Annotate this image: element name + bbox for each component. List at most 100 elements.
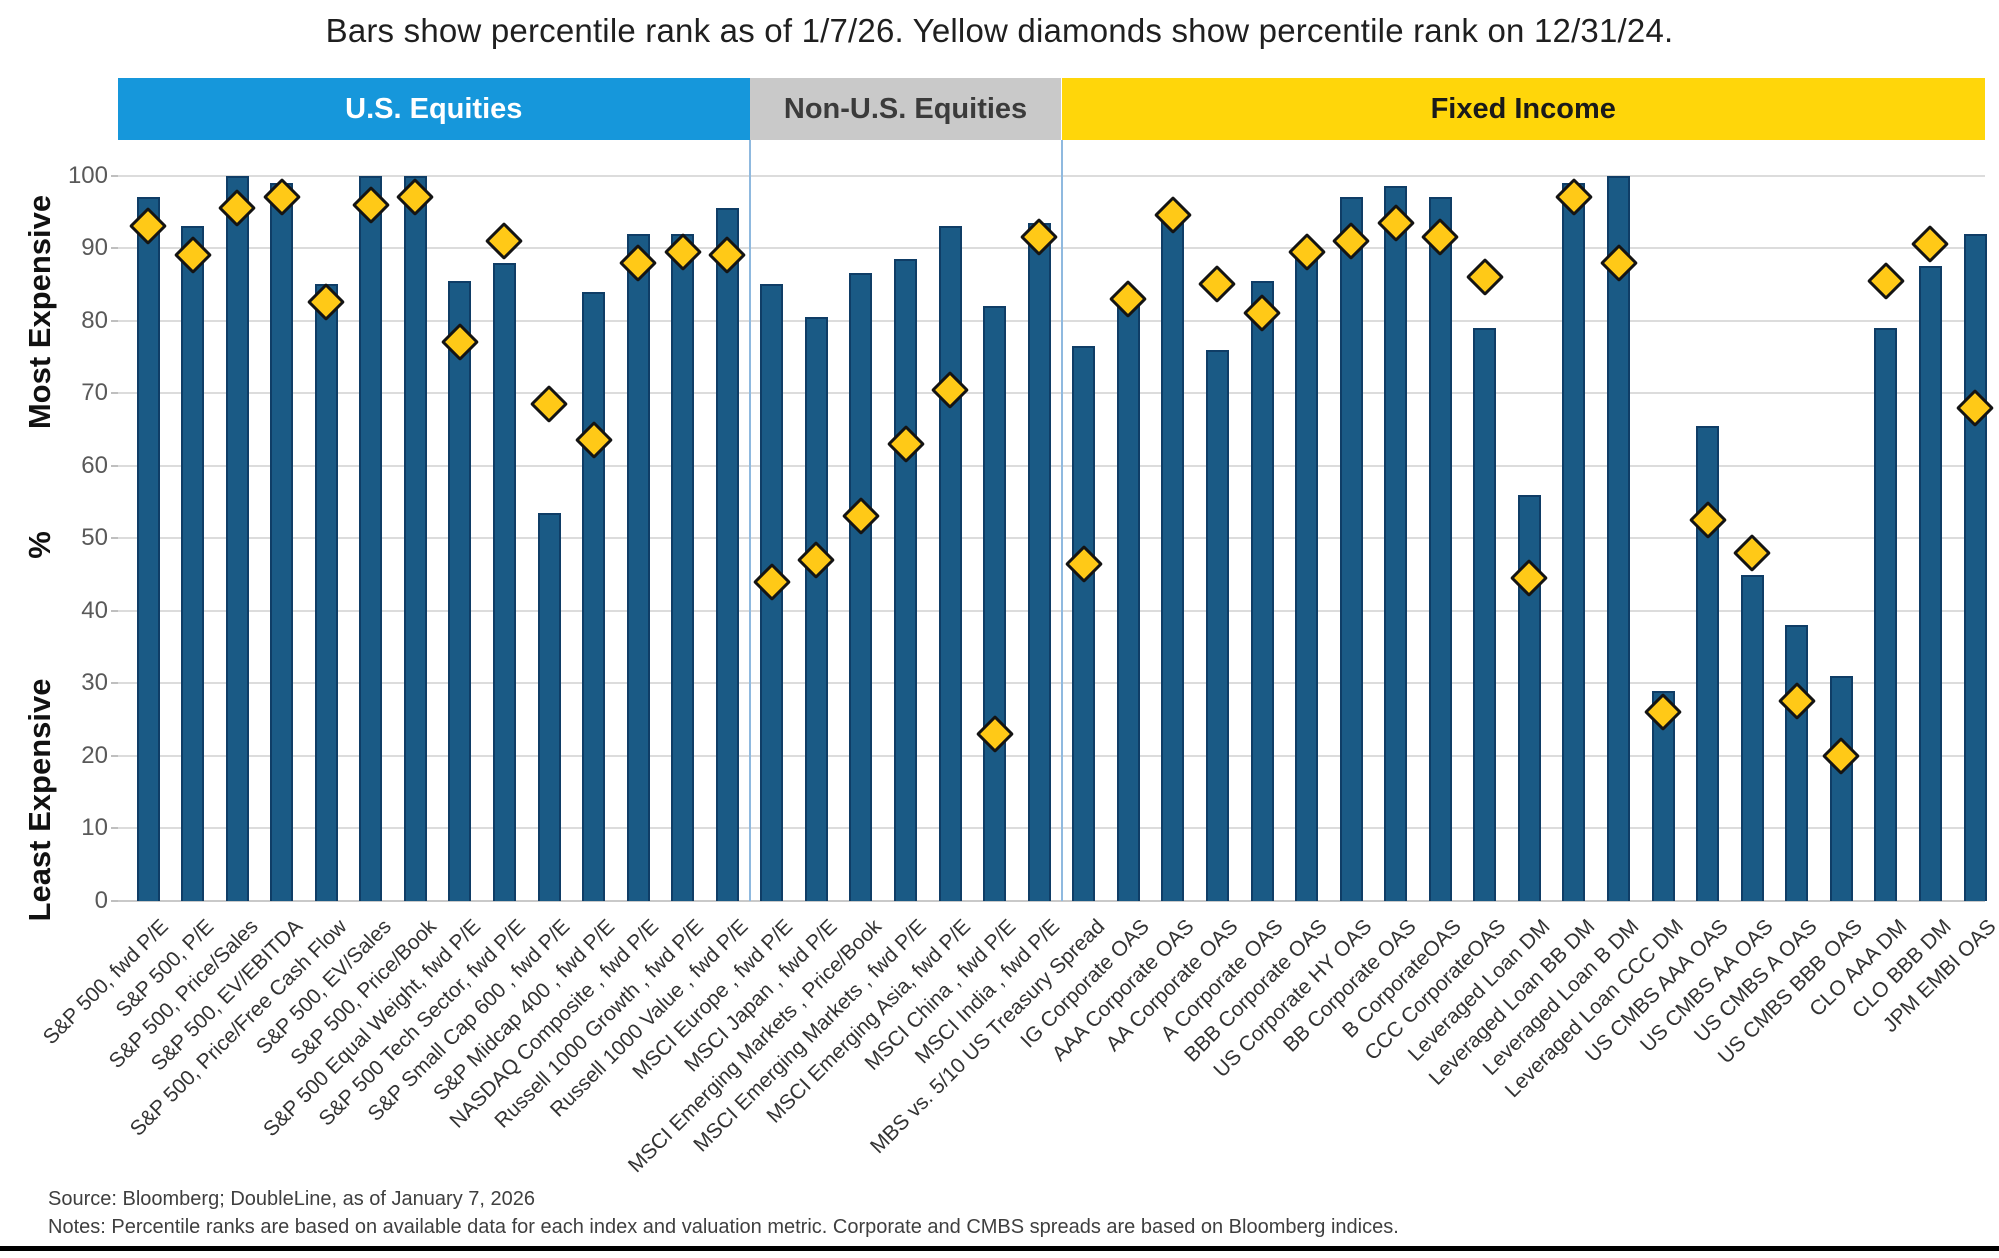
bar-s-p-midcap-400-fwd-p-e xyxy=(582,291,606,901)
bar-s-p-500-price-sales xyxy=(225,175,249,901)
bar-b-corporateoas xyxy=(1428,197,1452,901)
bar-clo-bbb-dm xyxy=(1918,266,1942,901)
diamond-s-p-500-tech-sector-fwd-p-e xyxy=(485,221,524,260)
diamond-clo-aaa-dm xyxy=(1866,261,1905,300)
bar-msci-japan-fwd-p-e xyxy=(804,316,828,901)
gridline-80 xyxy=(118,319,1985,322)
section-divider-1 xyxy=(748,140,751,901)
diamond-leveraged-loan-b-dm xyxy=(1599,243,1638,282)
diamond-clo-bbb-dm xyxy=(1911,225,1950,264)
diamond-s-p-500-ev-sales xyxy=(351,185,390,224)
gridline-100 xyxy=(118,174,1985,177)
y-tick-label-80: 80 xyxy=(81,306,108,334)
diamond-leveraged-loan-dm xyxy=(1510,559,1549,598)
diamond-ccc-corporateoas xyxy=(1465,257,1504,297)
bar-s-p-500-tech-sector-fwd-p-e xyxy=(492,262,516,901)
diamond-s-p-500-fwd-p-e xyxy=(128,207,168,246)
bar-ccc-corporateoas xyxy=(1473,327,1497,901)
diamond-mbs-vs-5-10-us-treasury-spread xyxy=(1064,544,1103,583)
bar-russell-1000-growth-fwd-p-e xyxy=(671,233,695,901)
chart-title: Bars show percentile rank as of 1/7/26. … xyxy=(325,12,1674,49)
bar-leveraged-loan-ccc-dm xyxy=(1651,690,1675,901)
gridline-10 xyxy=(118,827,1985,830)
diamond-msci-europe-fwd-p-e xyxy=(752,562,791,601)
bar-us-cmbs-aa-oas xyxy=(1740,574,1764,901)
bar-russell-1000-value-fwd-p-e xyxy=(715,208,739,901)
y-tick-label-50: 50 xyxy=(81,524,108,552)
y-tickmark-10 xyxy=(111,827,118,830)
section-header-u-s-equities: U.S. Equities xyxy=(118,78,750,140)
bar-us-corporate-hy-oas xyxy=(1339,197,1363,901)
bar-bbb-corporate-oas xyxy=(1295,258,1319,901)
bar-msci-emerging-markets-price-book xyxy=(849,273,873,901)
y-tick-label-40: 40 xyxy=(81,596,108,624)
gridline-40 xyxy=(118,609,1985,612)
bar-ig-corporate-oas xyxy=(1116,295,1140,901)
bar-us-cmbs-bbb-oas xyxy=(1829,676,1853,901)
diamond-aa-corporate-oas xyxy=(1198,265,1237,304)
diamond-msci-japan-fwd-p-e xyxy=(797,540,836,580)
diamond-us-cmbs-bbb-oas xyxy=(1822,736,1861,775)
diamond-leveraged-loan-ccc-dm xyxy=(1643,693,1683,732)
y-tickmark-50 xyxy=(111,537,118,540)
y-tick-label-30: 30 xyxy=(81,669,108,697)
diamond-s-p-500-price-sales xyxy=(218,189,257,228)
diamond-s-p-500-equal-weight-fwd-p-e xyxy=(440,323,480,362)
y-tick-label-60: 60 xyxy=(81,451,108,479)
bar-clo-aaa-dm xyxy=(1874,327,1898,901)
y-tick-label-10: 10 xyxy=(81,814,108,842)
gridline-30 xyxy=(118,682,1985,685)
bar-s-p-500-price-free-cash-flow xyxy=(314,284,338,901)
diamond-jpm-embi-oas xyxy=(1955,388,1995,427)
diamond-russell-1000-value-fwd-p-e xyxy=(708,236,747,275)
section-header-non-u-s-equities: Non-U.S. Equities xyxy=(749,78,1062,140)
diamond-msci-india-fwd-p-e xyxy=(1020,218,1059,257)
diamond-bbb-corporate-oas xyxy=(1287,232,1326,271)
bar-nasdaq-composite-fwd-p-e xyxy=(626,233,650,901)
bar-leveraged-loan-b-dm xyxy=(1607,175,1630,901)
bar-msci-emerging-markets-fwd-p-e xyxy=(894,258,918,901)
y-tickmark-90 xyxy=(111,247,118,250)
diamond-aaa-corporate-oas xyxy=(1153,196,1192,235)
bar-s-p-500-price-book xyxy=(403,175,427,901)
y-tickmark-0 xyxy=(111,900,118,902)
y-tickmark-20 xyxy=(111,754,118,757)
gridline-50 xyxy=(118,537,1985,540)
gridline-70 xyxy=(118,392,1985,395)
y-tickmark-60 xyxy=(111,464,118,467)
diamond-b-corporateoas xyxy=(1421,218,1460,257)
bar-s-p-500-fwd-p-e xyxy=(136,197,160,901)
source-text: Source: Bloomberg; DoubleLine, as of Jan… xyxy=(48,1188,535,1210)
y-tick-label-70: 70 xyxy=(81,379,108,407)
bar-bb-corporate-oas xyxy=(1384,186,1408,901)
diamond-us-cmbs-aaa-oas xyxy=(1688,501,1727,540)
y-tickmark-100 xyxy=(111,174,118,177)
bar-jpm-embi-oas xyxy=(1963,233,1987,901)
gridline-20 xyxy=(118,754,1985,757)
bar-s-p-500-p-e xyxy=(181,226,205,901)
y-tick-label-90: 90 xyxy=(81,234,108,262)
diamond-s-p-500-price-book xyxy=(396,178,435,217)
diamond-leveraged-loan-bb-dm xyxy=(1554,178,1594,217)
section-header-fixed-income: Fixed Income xyxy=(1061,78,1985,140)
diamond-us-cmbs-aa-oas xyxy=(1733,533,1772,572)
bar-s-p-500-ev-ebitda xyxy=(270,182,294,901)
bar-a-corporate-oas xyxy=(1250,280,1274,901)
diamond-s-p-500-price-free-cash-flow xyxy=(307,283,346,322)
diamond-s-p-500-p-e xyxy=(173,236,212,275)
bar-us-cmbs-a-oas xyxy=(1785,625,1809,901)
y-tick-label-20: 20 xyxy=(81,741,108,769)
y-tickmark-30 xyxy=(111,682,118,685)
bar-us-cmbs-aaa-oas xyxy=(1696,425,1720,901)
diamond-s-p-500-ev-ebitda xyxy=(262,178,301,217)
y-tickmark-40 xyxy=(111,609,118,612)
diamond-s-p-small-cap-600-fwd-p-e xyxy=(529,384,569,424)
diamond-bb-corporate-oas xyxy=(1376,203,1415,242)
y-tick-label-100: 100 xyxy=(67,161,108,189)
bar-msci-emerging-asia-fwd-p-e xyxy=(938,226,962,901)
gridline-60 xyxy=(118,464,1985,467)
y-tick-label-0: 0 xyxy=(94,887,108,914)
bar-aaa-corporate-oas xyxy=(1161,219,1185,901)
bar-s-p-small-cap-600-fwd-p-e xyxy=(537,512,561,901)
